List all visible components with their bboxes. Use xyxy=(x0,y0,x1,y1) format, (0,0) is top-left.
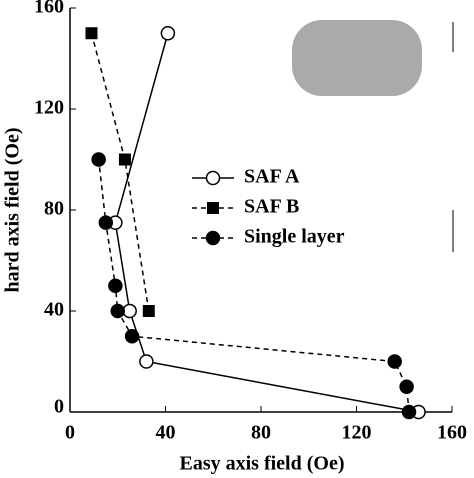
y-tick-label: 80 xyxy=(44,198,64,220)
data-point xyxy=(108,278,123,293)
y-tick-label: 40 xyxy=(44,299,64,321)
data-point xyxy=(401,404,417,420)
legend-label: SAF B xyxy=(244,196,299,218)
data-point xyxy=(122,303,137,319)
y-axis-label: hard axis field (Oe) xyxy=(2,128,24,293)
legend-marker xyxy=(207,202,219,214)
data-point xyxy=(85,27,98,40)
data-point xyxy=(110,303,125,319)
legend-label: Single layer xyxy=(244,226,345,248)
data-point xyxy=(399,379,414,394)
data-point xyxy=(118,153,131,166)
x-tick-label: 40 xyxy=(156,422,176,444)
data-point xyxy=(124,329,140,344)
data-point xyxy=(139,354,154,369)
data-point xyxy=(91,152,106,167)
x-tick-label: 0 xyxy=(65,422,75,444)
y-tick-label: 160 xyxy=(34,0,64,18)
x-tick-label: 120 xyxy=(342,422,372,444)
data-point xyxy=(387,354,402,369)
x-tick-label: 80 xyxy=(251,422,271,444)
legend-marker xyxy=(205,230,221,246)
data-point xyxy=(98,215,114,230)
x-tick-label: 160 xyxy=(437,422,467,444)
legend-label: SAF A xyxy=(244,166,300,188)
data-point xyxy=(142,305,155,317)
inset-image xyxy=(292,20,422,96)
y-tick-label: 120 xyxy=(34,97,64,119)
y-tick-label: 0 xyxy=(54,396,64,418)
legend-marker xyxy=(205,170,221,186)
data-point xyxy=(160,26,176,41)
x-axis-label: Easy axis field (Oe) xyxy=(180,453,345,475)
